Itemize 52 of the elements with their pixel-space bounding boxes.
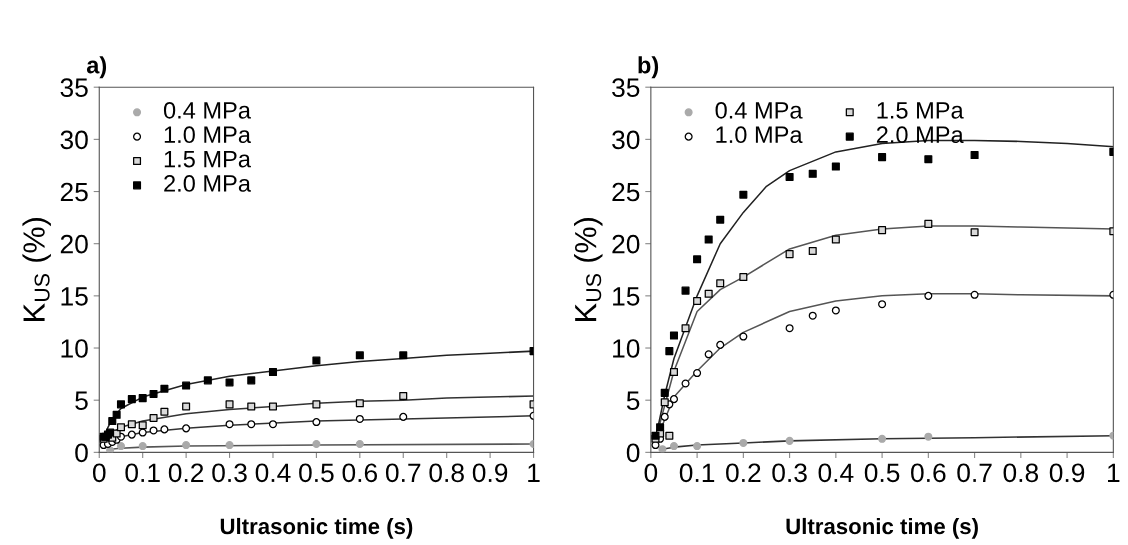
y-tick-label: 25 bbox=[612, 182, 640, 202]
legend-label: 2.0 MPa bbox=[164, 175, 251, 192]
x-tick-label: 0.7 bbox=[957, 463, 992, 483]
x-axis-title: Ultrasonic time (s) bbox=[786, 517, 978, 539]
legend-label: 0.4 MPa bbox=[715, 101, 803, 119]
x-tick-label: 0.3 bbox=[212, 463, 247, 483]
x-tick-label: 1 bbox=[528, 463, 540, 482]
y-tick-label: 35 bbox=[60, 78, 88, 98]
y-tick-label: 5 bbox=[626, 391, 640, 411]
y-tick-label: 25 bbox=[60, 182, 88, 202]
y-tick-label: 5 bbox=[75, 391, 88, 411]
x-tick-label: 0 bbox=[644, 463, 658, 483]
y-tick-label: 30 bbox=[612, 130, 640, 150]
y-tick-label: 20 bbox=[60, 234, 88, 254]
x-tick-label: 0.3 bbox=[772, 463, 807, 483]
x-tick-label: 0.9 bbox=[1049, 463, 1085, 483]
y-tick-label: 10 bbox=[613, 339, 640, 358]
y-axis-title: K$_{US}$ (%) bbox=[574, 218, 603, 321]
x-tick-label: 0.5 bbox=[864, 463, 900, 483]
x-tick-label: 0.8 bbox=[1003, 463, 1039, 483]
x-tick-label: 0.6 bbox=[911, 463, 946, 483]
y-tick-label: 10 bbox=[61, 339, 88, 358]
x-tick-label: 0.5 bbox=[299, 463, 334, 483]
y-tick-label: 15 bbox=[61, 287, 88, 306]
y-tick-label: 0 bbox=[75, 443, 88, 463]
legend-label: 1.5 MPa bbox=[164, 150, 251, 168]
x-tick-label: 1 bbox=[1108, 463, 1120, 482]
x-tick-label: 0.1 bbox=[679, 463, 715, 483]
x-tick-label: 0 bbox=[92, 463, 106, 483]
x-tick-label: 0.7 bbox=[385, 463, 421, 483]
x-tick-label: 0.4 bbox=[818, 463, 854, 483]
y-tick-label: 15 bbox=[613, 287, 640, 306]
legend-label: 0.4 MPa bbox=[163, 101, 251, 119]
x-tick-label: 0.8 bbox=[429, 463, 464, 483]
legend-label: 1.0 MPa bbox=[164, 126, 251, 144]
legend-label: 1.5 MPa bbox=[877, 102, 964, 119]
chart-title: b) bbox=[638, 56, 659, 79]
y-tick-label: 20 bbox=[612, 234, 640, 254]
x-tick-label: 0.9 bbox=[472, 463, 508, 483]
x-tick-label: 0.1 bbox=[125, 463, 160, 483]
x-tick-label: 0.2 bbox=[726, 463, 761, 483]
x-axis-title: Ultrasonic time (s) bbox=[220, 517, 413, 539]
x-tick-label: 0.6 bbox=[342, 463, 378, 483]
y-axis-title: K$_{US}$ (%) bbox=[22, 218, 51, 321]
x-tick-label: 0.2 bbox=[168, 463, 204, 483]
y-tick-label: 35 bbox=[612, 78, 640, 98]
legend-label: 1.0 MPa bbox=[716, 126, 803, 144]
chart-title: a) bbox=[86, 56, 107, 79]
y-tick-label: 30 bbox=[60, 130, 88, 150]
x-tick-label: 0.4 bbox=[255, 463, 291, 483]
legend-label: 2.0 MPa bbox=[876, 126, 964, 144]
y-tick-label: 0 bbox=[626, 443, 640, 463]
